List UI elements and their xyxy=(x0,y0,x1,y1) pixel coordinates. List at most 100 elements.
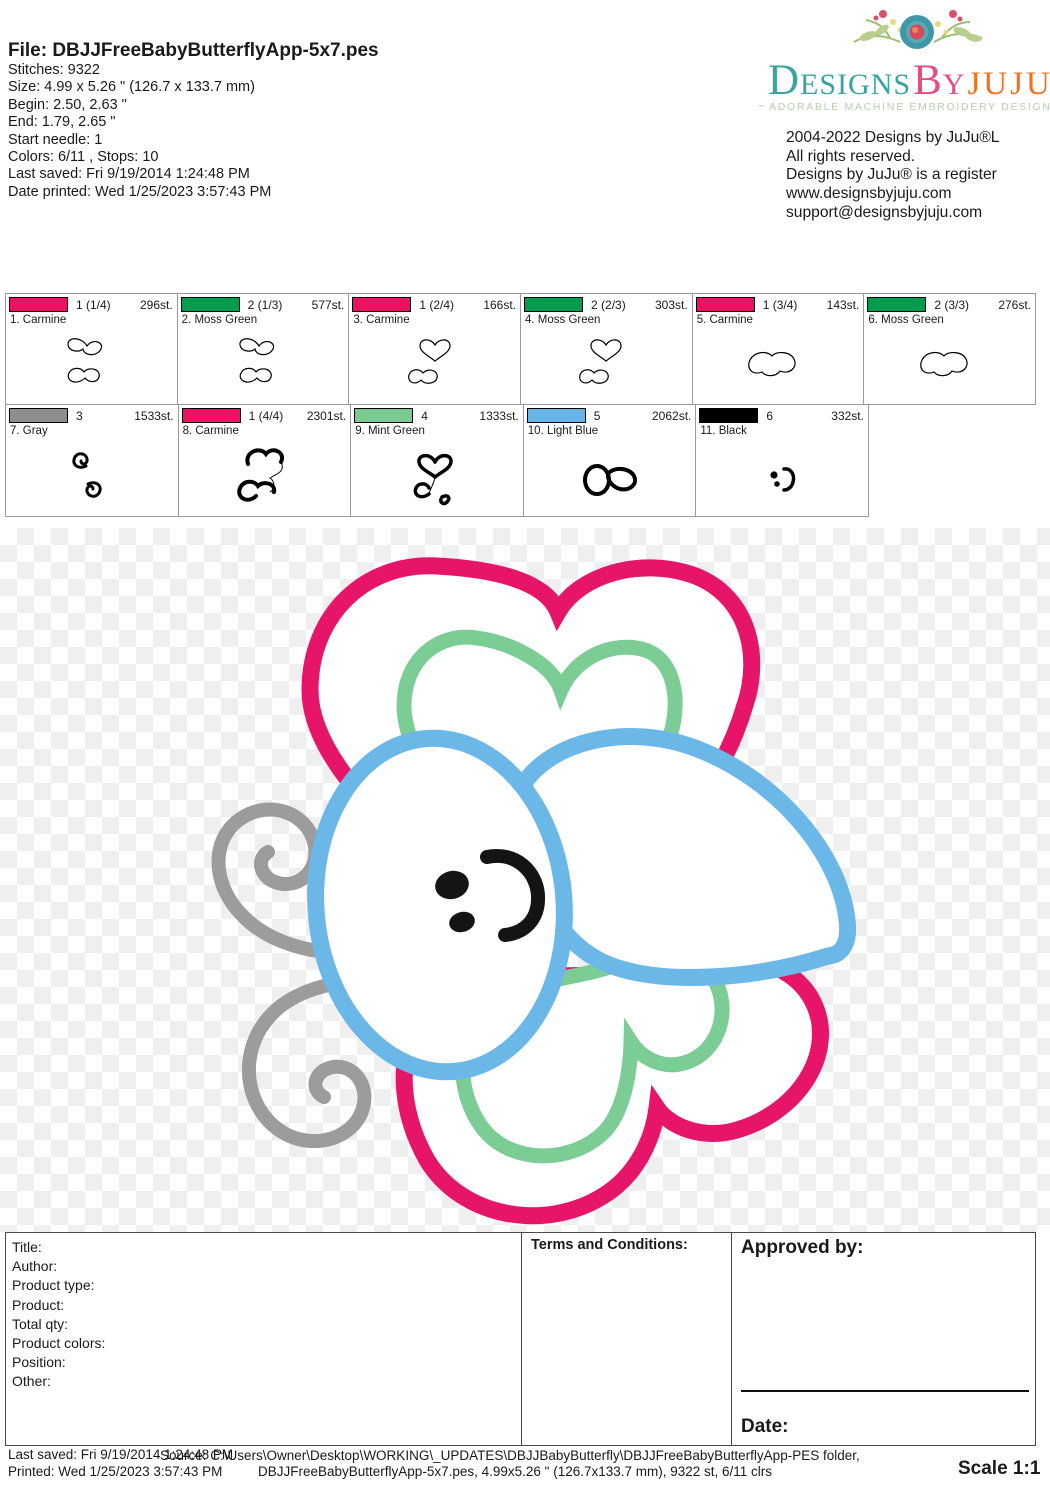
file-info-colors: Colors: 6/11 , Stops: 10 xyxy=(8,149,159,166)
color-block-4-moss-green: 2 (2/3) 303st. 4. Moss Green xyxy=(520,293,693,405)
needle-label: 2 (3/3) xyxy=(934,297,970,312)
thread-name: 6. Moss Green xyxy=(868,314,944,326)
needle-label: 5 xyxy=(593,408,601,423)
footer-printed: Printed: Wed 1/25/2023 3:57:43 PM xyxy=(8,1464,223,1479)
file-info-stitches: Stitches: 9322 xyxy=(8,62,100,78)
thread-swatch xyxy=(9,408,68,423)
thread-name: 10. Light Blue xyxy=(527,425,599,437)
stitch-count: 1333st. xyxy=(479,408,519,423)
needle-label: 3 xyxy=(76,408,83,423)
color-block-row-2: 3 1533st. 7. Gray 1 (4/4) 2301st. 8. Car… xyxy=(5,404,869,517)
face-group xyxy=(435,848,545,942)
color-block-9-mint-green: 4 1333st. 9. Mint Green xyxy=(350,404,524,517)
stitch-count: 577st. xyxy=(311,297,345,312)
needle-label: 6 xyxy=(766,408,774,423)
color-block-7-gray: 3 1533st. 7. Gray xyxy=(5,404,179,517)
stitch-count: 1533st. xyxy=(134,408,174,423)
file-title: File: DBJJFreeBabyButterflyApp-5x7.pes xyxy=(8,40,379,61)
eye-large xyxy=(435,870,469,900)
stitch-preview-swirls-icon xyxy=(72,451,102,498)
file-info-last-saved: Last saved: Fri 9/19/2014 1:24:48 PM xyxy=(8,166,250,183)
thread-name: 8. Carmine xyxy=(182,425,239,437)
file-info-block: File: DBJJFreeBabyButterflyApp-5x7.pes S… xyxy=(8,40,379,201)
terms-box: Terms and Conditions: xyxy=(521,1232,732,1446)
brand-tagline: ADORABLE MACHINE EMBROIDERY DESIGNS xyxy=(769,101,1050,113)
approved-by-label: Approved by: xyxy=(741,1237,864,1258)
terms-label: Terms and Conditions: xyxy=(531,1237,688,1253)
form-label-other: Other: xyxy=(12,1373,51,1390)
file-info-date-printed: Date printed: Wed 1/25/2023 3:57:43 PM xyxy=(8,183,272,200)
color-block-11-black: 6 332st. 11. Black xyxy=(695,404,869,517)
stitch-count: 2301st. xyxy=(306,408,347,423)
color-block-2-moss-green: 2 (1/3) 577st. 2. Moss Green xyxy=(176,293,350,405)
color-block-3-carmine: 1 (2/4) 166st. 3. Carmine xyxy=(348,293,522,405)
footer-source-path: Source: C:\Users\Owner\Desktop\WORKING\_… xyxy=(160,1448,860,1463)
thread-swatch xyxy=(695,297,755,312)
needle-label: 2 (1/3) xyxy=(247,297,283,312)
file-info-size: Size: 4.99 x 5.26 " (126.7 x 133.7 mm) xyxy=(8,79,255,96)
form-label-product: Product: xyxy=(12,1296,65,1313)
order-details-box: Title: Author: Product type: Product: To… xyxy=(5,1232,522,1446)
stitch-preview-peanut-icon xyxy=(748,351,796,377)
thread-swatch xyxy=(526,408,586,423)
eye-small xyxy=(449,911,475,933)
thread-swatch xyxy=(354,408,414,423)
thread-name: 4. Moss Green xyxy=(525,314,601,326)
approval-box: Approved by: Date: xyxy=(731,1232,1036,1446)
brand-logo: DesignsByjujuTM xyxy=(768,52,1050,106)
color-block-6-moss-green: 2 (3/3) 276st. 6. Moss Green xyxy=(863,293,1037,405)
stitch-preview-heart-blob-icon xyxy=(579,339,622,384)
antennae-group xyxy=(211,802,412,1149)
copyright-years: 2004-2022 Designs by JuJu®L xyxy=(786,129,1000,146)
stitch-preview-head-wing-icon xyxy=(582,463,637,496)
logo-flower-icon xyxy=(853,10,983,49)
form-label-author: Author: xyxy=(12,1258,58,1275)
stitch-count: 296st. xyxy=(139,297,173,312)
form-label-product-type: Product type: xyxy=(12,1277,95,1294)
color-block-row-1: 1 (1/4) 296st. 1. Carmine 2 (1/3) 577st.… xyxy=(5,293,1037,405)
thread-swatch xyxy=(352,297,412,312)
needle-label: 4 xyxy=(421,408,428,423)
needle-label: 1 (2/4) xyxy=(419,297,455,312)
logo-word-by: By xyxy=(913,57,966,104)
logo-word-designs: Designs xyxy=(768,57,912,104)
brand-website: www.designsbyjuju.com xyxy=(786,185,952,203)
needle-label: 1 (3/4) xyxy=(762,297,798,312)
signature-line xyxy=(741,1390,1029,1392)
form-label-total-qty: Total qty: xyxy=(12,1315,69,1332)
file-info-end: End: 1.79, 2.65 " xyxy=(8,114,116,131)
file-info-start-needle: Start needle: 1 xyxy=(8,131,103,148)
color-block-1-carmine: 1 (1/4) 296st. 1. Carmine xyxy=(5,293,178,405)
logo-word-juju: juju xyxy=(967,53,1050,105)
stitch-count: 303st. xyxy=(654,297,688,312)
color-block-10-light-blue: 5 2062st. 10. Light Blue xyxy=(522,404,697,517)
stitch-count: 2062st. xyxy=(652,408,692,423)
lower-antenna-swirl xyxy=(241,974,412,1149)
copyright-register: Designs by JuJu® is a register xyxy=(786,166,997,184)
thread-name: 5. Carmine xyxy=(696,314,753,326)
body-teardrop-blue xyxy=(511,728,857,986)
tagline-left-flourish-icon: ~ xyxy=(758,99,766,113)
stitch-preview-wing-pair-icon xyxy=(239,338,275,383)
head-blue xyxy=(307,729,573,1081)
upper-antenna-swirl xyxy=(211,802,357,960)
form-label-title: Title: xyxy=(12,1239,42,1255)
stitch-preview-heart-blob-icon xyxy=(407,339,451,384)
form-label-product-colors: Product colors: xyxy=(12,1335,106,1352)
footer-last-saved: Last saved: Fri 9/19/2014 1:24:48 PM xyxy=(8,1447,234,1462)
thread-swatch xyxy=(699,408,759,423)
footer-file-summary: DBJJFreeBabyButterflyApp-5x7.pes, 4.99x5… xyxy=(258,1464,773,1479)
thread-swatch xyxy=(181,408,241,423)
thread-swatch xyxy=(867,297,927,312)
stitch-count: 332st. xyxy=(831,408,864,423)
thread-swatch xyxy=(9,297,68,312)
thread-name: 1. Carmine xyxy=(10,314,67,326)
form-label-position: Position: xyxy=(12,1354,66,1371)
thread-swatch xyxy=(180,297,240,312)
butterfly-applique-design xyxy=(211,557,857,1225)
needle-label: 1 (4/4) xyxy=(248,408,284,423)
stitch-preview-smiley-icon xyxy=(770,466,796,492)
copyright-block: 2004-2022 Designs by JuJu®L All rights r… xyxy=(786,129,1050,223)
thread-name: 2. Moss Green xyxy=(181,314,258,326)
